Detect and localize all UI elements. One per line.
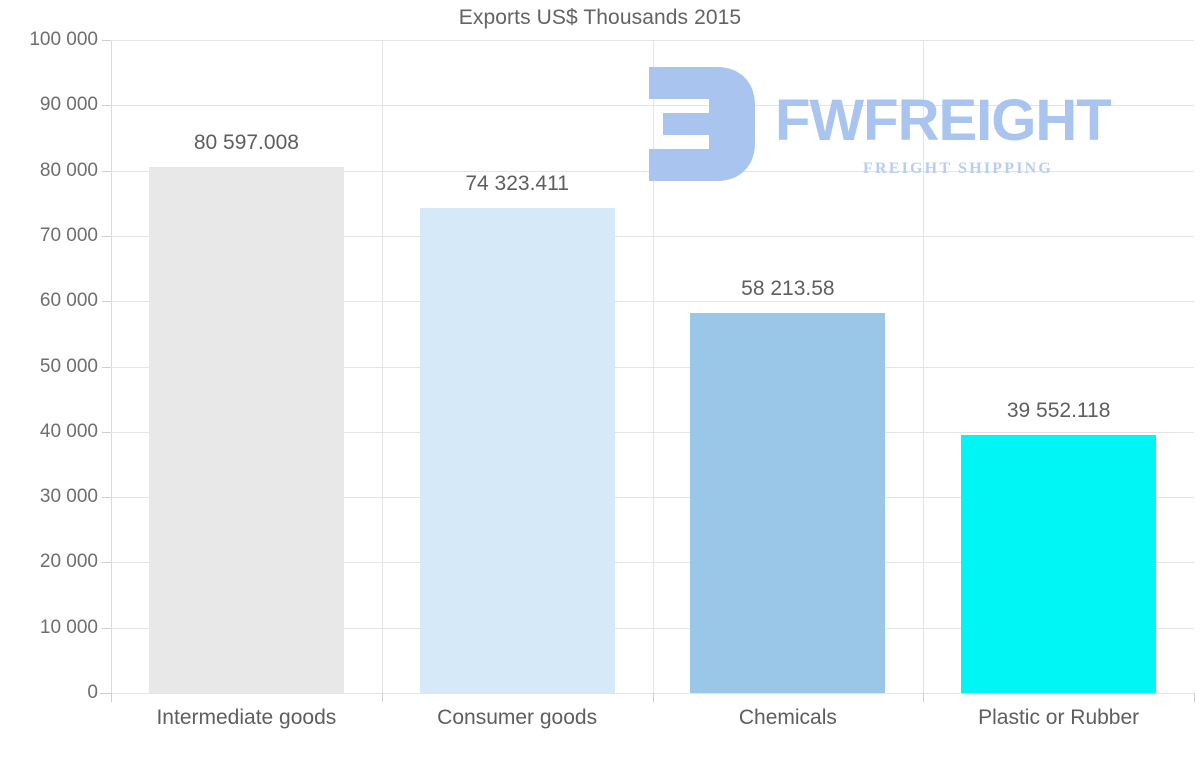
x-axis-tick-mark xyxy=(111,693,112,702)
gridline-horizontal xyxy=(111,301,1194,303)
x-axis-tick-mark xyxy=(382,693,383,702)
gridline-horizontal xyxy=(111,366,1194,368)
x-axis-tick-mark xyxy=(923,693,924,702)
y-axis-label: 90 000 xyxy=(39,94,98,116)
plot-area xyxy=(100,40,1195,702)
bar-value-label: 80 597.008 xyxy=(193,130,299,154)
y-axis-tick-mark xyxy=(102,497,111,499)
bar[interactable] xyxy=(690,312,885,693)
bar-value-label: 58 213.58 xyxy=(741,276,835,300)
y-axis-label: 40 000 xyxy=(39,420,98,442)
gridline-horizontal xyxy=(111,693,1194,694)
x-axis-category-label: Intermediate goods xyxy=(156,706,337,729)
gridline-horizontal xyxy=(111,627,1194,629)
gridline-horizontal xyxy=(111,497,1194,499)
gridline-horizontal xyxy=(111,562,1194,564)
gridline-vertical xyxy=(653,40,654,693)
y-axis-tick-mark xyxy=(102,366,111,368)
bar[interactable] xyxy=(149,166,344,693)
y-axis-label: 100 000 xyxy=(29,29,98,50)
y-axis-tick-mark xyxy=(102,627,111,629)
y-axis-tick-mark xyxy=(102,562,111,564)
y-axis-tick-mark xyxy=(102,105,111,107)
bar-value-label: 39 552.118 xyxy=(1006,398,1111,422)
x-axis-category-label: Chemicals xyxy=(738,706,837,729)
x-axis-tick-mark xyxy=(1194,693,1195,702)
x-axis-category-label: Plastic or Rubber xyxy=(978,706,1140,729)
bar[interactable] xyxy=(420,207,615,693)
x-axis-tick-mark xyxy=(653,693,654,702)
y-axis-label: 60 000 xyxy=(39,290,98,312)
gridline-horizontal xyxy=(111,40,1194,41)
gridline-horizontal xyxy=(111,235,1194,237)
y-axis-tick-mark xyxy=(102,301,111,303)
y-axis-label: 50 000 xyxy=(39,355,98,377)
x-axis-category-label: Consumer goods xyxy=(437,706,598,729)
gridline-horizontal xyxy=(111,431,1194,433)
bar[interactable] xyxy=(961,434,1156,693)
y-axis-label: 30 000 xyxy=(39,486,98,508)
y-axis-label: 20 000 xyxy=(39,551,98,573)
bar-value-label: 74 323.411 xyxy=(465,171,569,195)
y-axis-tick-mark xyxy=(102,693,111,694)
gridline-vertical xyxy=(382,40,383,693)
y-axis-tick-mark xyxy=(102,235,111,237)
y-axis-tick-mark xyxy=(102,431,111,433)
gridline-vertical xyxy=(923,40,924,693)
y-axis-label: 80 000 xyxy=(39,159,98,181)
y-axis-tick-mark xyxy=(102,40,111,41)
y-axis-label: 0 xyxy=(87,682,98,703)
y-axis-tick-mark xyxy=(102,170,111,172)
y-axis-label: 10 000 xyxy=(39,616,98,638)
y-axis-label: 70 000 xyxy=(39,224,98,246)
chart-title: Exports US$ Thousands 2015 xyxy=(458,6,742,29)
